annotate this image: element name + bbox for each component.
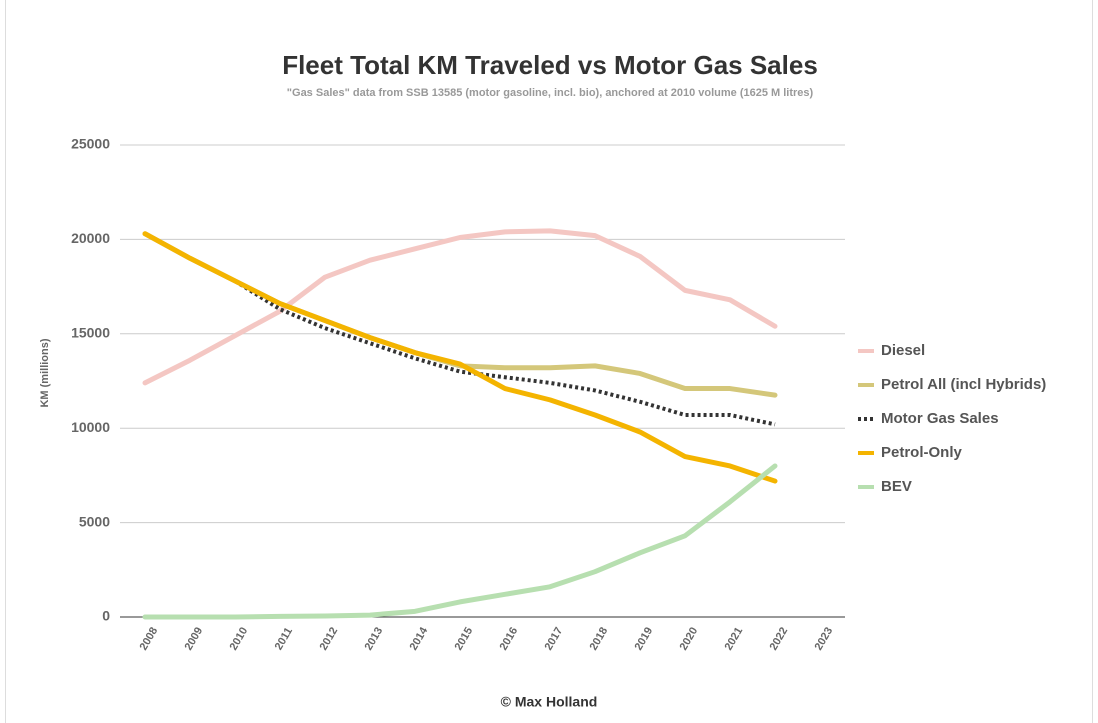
chart-subtitle: "Gas Sales" data from SSB 13585 (motor g…	[287, 87, 814, 99]
line-series	[233, 279, 776, 427]
chart-title: Fleet Total KM Traveled vs Motor Gas Sal…	[282, 50, 818, 80]
y-tick-label: 10000	[71, 419, 110, 435]
line-series	[142, 231, 778, 484]
legend-label: BEV	[881, 478, 912, 495]
legend-label: Motor Gas Sales	[881, 410, 999, 427]
y-tick-label: 15000	[71, 325, 110, 341]
line-series	[142, 228, 778, 386]
y-tick-label: 5000	[79, 513, 110, 529]
y-tick-label: 20000	[71, 230, 110, 246]
y-tick-label: 25000	[71, 136, 110, 152]
legend-label: Petrol All (incl Hybrids)	[881, 376, 1046, 393]
y-axis-label: KM (millions)	[39, 338, 51, 407]
y-tick-label: 0	[102, 608, 110, 624]
legend-label: Diesel	[881, 342, 925, 359]
line-series	[142, 463, 778, 620]
footer: © Max Holland	[501, 694, 598, 710]
legend-label: Petrol-Only	[881, 444, 963, 461]
